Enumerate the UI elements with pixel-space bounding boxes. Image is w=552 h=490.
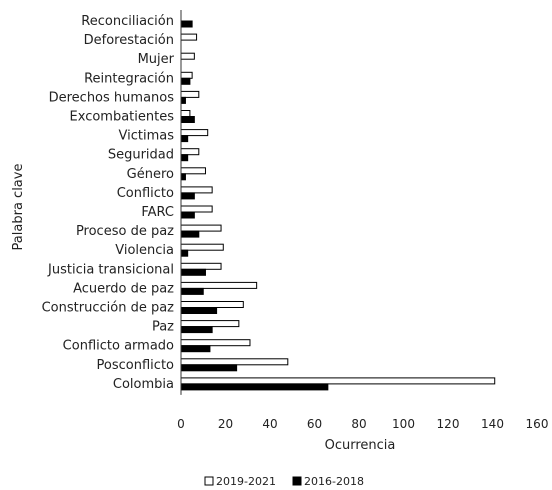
category-label: Derechos humanos xyxy=(49,90,175,105)
legend-label: 2019-2021 xyxy=(216,475,276,488)
x-tick-label: 40 xyxy=(262,417,277,431)
x-tick-label: 60 xyxy=(307,417,322,431)
bar-2016-2018 xyxy=(180,20,193,28)
category-label: Justicia transicional xyxy=(47,262,174,277)
category-label: Deforestación xyxy=(84,33,174,48)
x-tick-label: 80 xyxy=(351,417,366,431)
x-tick-label: 20 xyxy=(218,417,233,431)
bar-2016-2018 xyxy=(180,268,206,276)
bar-2016-2018 xyxy=(180,345,211,353)
bar-2019-2021 xyxy=(180,90,200,98)
category-label: Proceso de paz xyxy=(76,224,174,239)
category-label: Posconflicto xyxy=(97,358,174,373)
bar-2019-2021 xyxy=(180,301,244,308)
category-labels: Reconciliación Deforestación Mujer Reintegr… xyxy=(42,14,175,392)
bar-2016-2018 xyxy=(180,173,186,181)
bar-2016-2018 xyxy=(180,307,218,314)
bar-2019-2021 xyxy=(180,281,258,289)
y-axis-title: Palabra clave xyxy=(11,164,26,251)
bar-2019-2021 xyxy=(180,262,222,270)
category-label: Paz xyxy=(152,320,174,335)
bar-2019-2021 xyxy=(180,52,195,60)
bar-2019-2021 xyxy=(180,377,496,385)
category-label: Construcción de paz xyxy=(42,301,175,316)
bar-2019-2021 xyxy=(180,205,213,213)
category-label: Violencia xyxy=(115,243,174,258)
bar-2019-2021 xyxy=(180,71,193,79)
bar-2016-2018 xyxy=(180,326,213,334)
legend-swatch xyxy=(204,476,214,486)
bar-2019-2021 xyxy=(180,339,251,347)
x-tick-label: 0 xyxy=(177,417,185,431)
x-tick-label: 140 xyxy=(481,417,504,431)
bar-2019-2021 xyxy=(180,167,206,175)
category-label: Conflicto armado xyxy=(63,339,174,354)
bar-2016-2018 xyxy=(180,192,195,200)
bar-2019-2021 xyxy=(180,33,198,41)
bar-2016-2018 xyxy=(180,383,329,391)
bar-2019-2021 xyxy=(180,243,224,251)
bar-2016-2018 xyxy=(180,249,189,257)
category-label: Género xyxy=(127,167,174,182)
bar-2016-2018 xyxy=(180,116,195,123)
category-label: Excombatientes xyxy=(70,110,175,125)
legend-label: 2016-2018 xyxy=(304,475,364,488)
x-axis-title: Ocurrencia xyxy=(325,438,396,453)
bar-2016-2018 xyxy=(180,364,238,372)
bar-2019-2021 xyxy=(180,129,209,137)
bars-group xyxy=(180,20,496,391)
bar-2016-2018 xyxy=(180,230,200,238)
category-label: FARC xyxy=(141,205,174,220)
bar-2019-2021 xyxy=(180,186,213,194)
bar-2019-2021 xyxy=(180,320,240,328)
bar-2019-2021 xyxy=(180,358,289,366)
bar-2019-2021 xyxy=(180,110,191,117)
category-label: Victimas xyxy=(119,129,175,144)
bar-2016-2018 xyxy=(180,135,189,143)
category-label: Colombia xyxy=(113,377,174,392)
category-label: Acuerdo de paz xyxy=(73,281,174,296)
category-label: Mujer xyxy=(138,52,175,67)
category-label: Reconciliación xyxy=(81,14,174,29)
x-tick-label: 120 xyxy=(437,417,460,431)
bar-2016-2018 xyxy=(180,287,204,295)
bar-2016-2018 xyxy=(180,211,195,219)
legend: 2019-2021 2016-2018 xyxy=(204,475,364,488)
legend-swatch xyxy=(292,476,302,486)
bar-2016-2018 xyxy=(180,77,191,85)
x-tick-labels: 0 20 40 60 80 100 120 140 160 xyxy=(177,417,548,431)
x-tick-label: 100 xyxy=(392,417,415,431)
category-label: Seguridad xyxy=(108,148,174,163)
bar-2019-2021 xyxy=(180,148,200,156)
bar-2019-2021 xyxy=(180,224,222,232)
category-label: Reintegración xyxy=(84,71,174,86)
bar-2016-2018 xyxy=(180,154,189,162)
bar-2016-2018 xyxy=(180,96,186,104)
x-tick-label: 160 xyxy=(526,417,549,431)
category-label: Conflicto xyxy=(117,186,174,201)
